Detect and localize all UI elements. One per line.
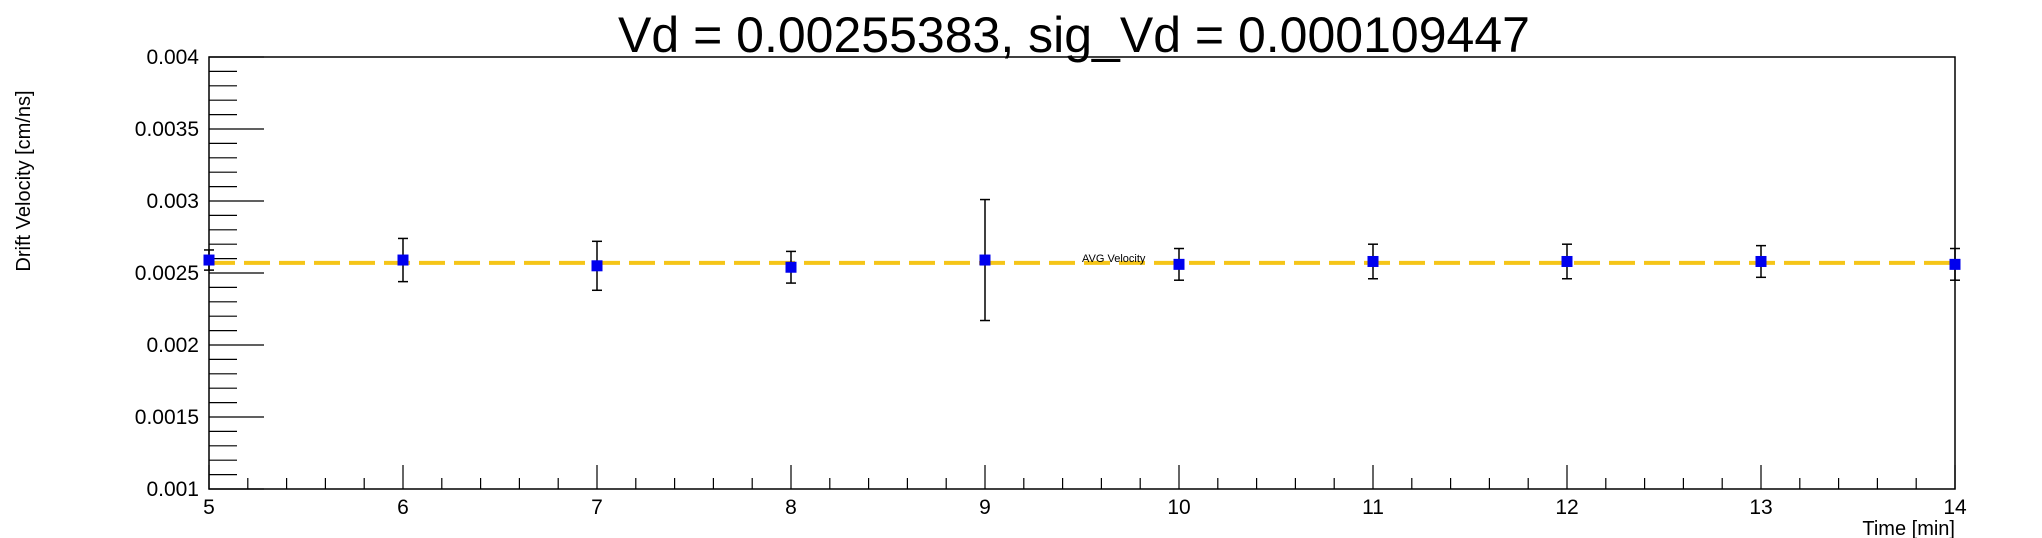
data-point bbox=[203, 254, 215, 266]
x-axis: 5 6 7 8 9 10 11 12 13 14 bbox=[203, 465, 1967, 519]
data-point bbox=[1561, 255, 1573, 267]
y-axis-title: Drift Velocity [cm/ns] bbox=[13, 90, 35, 271]
y-tick-label: 0.0025 bbox=[135, 262, 199, 285]
data-point bbox=[591, 260, 603, 272]
x-tick-label: 14 bbox=[1943, 496, 1967, 519]
y-axis: 0.001 0.0015 0.002 0.0025 0.003 0.0035 0.004 bbox=[135, 46, 264, 501]
data-point bbox=[397, 254, 409, 266]
x-tick-label: 6 bbox=[397, 496, 409, 519]
x-tick-label: 8 bbox=[785, 496, 797, 519]
x-tick-label: 10 bbox=[1167, 496, 1190, 519]
data-point bbox=[1949, 258, 1961, 270]
plot-frame bbox=[208, 56, 1956, 490]
data-layer bbox=[203, 198, 1961, 322]
y-tick-label: 0.001 bbox=[146, 478, 199, 501]
data-point bbox=[1755, 255, 1767, 267]
data-point bbox=[785, 261, 797, 273]
x-tick-label: 9 bbox=[979, 496, 991, 519]
data-point bbox=[1367, 255, 1379, 267]
y-tick-label: 0.003 bbox=[146, 190, 199, 213]
data-point bbox=[1173, 258, 1185, 270]
avg-velocity-label: AVG Velocity bbox=[1082, 253, 1146, 265]
x-tick-label: 13 bbox=[1749, 496, 1772, 519]
x-tick-label: 11 bbox=[1362, 496, 1384, 519]
chart-title: Vd = 0.00255383, sig_Vd = 0.000109447 bbox=[618, 7, 1530, 63]
y-tick-label: 0.004 bbox=[146, 46, 199, 69]
data-point bbox=[979, 254, 991, 266]
y-tick-label: 0.002 bbox=[146, 334, 199, 357]
x-tick-label: 5 bbox=[203, 496, 215, 519]
y-tick-label: 0.0035 bbox=[135, 118, 199, 141]
x-tick-label: 7 bbox=[591, 496, 603, 519]
x-tick-label: 12 bbox=[1555, 496, 1578, 519]
x-axis-title: Time [min] bbox=[1862, 518, 1955, 538]
y-tick-label: 0.0015 bbox=[135, 406, 199, 429]
